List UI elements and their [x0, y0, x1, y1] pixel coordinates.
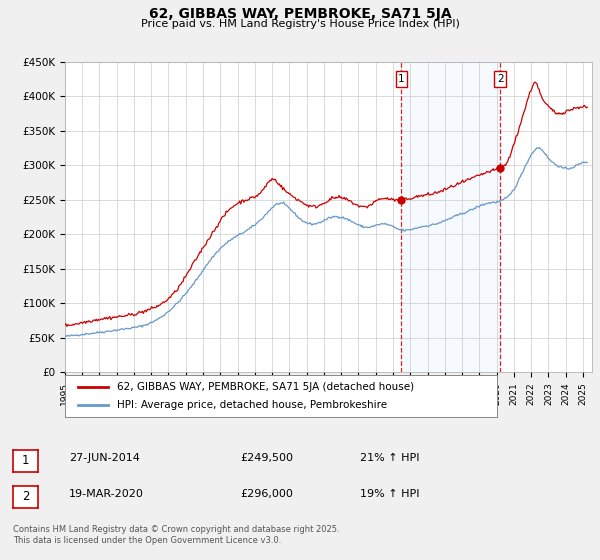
- Text: 2: 2: [22, 490, 29, 503]
- Text: 1: 1: [398, 74, 405, 84]
- Text: 1: 1: [22, 454, 29, 468]
- Text: 62, GIBBAS WAY, PEMBROKE, SA71 5JA: 62, GIBBAS WAY, PEMBROKE, SA71 5JA: [149, 7, 451, 21]
- Text: Price paid vs. HM Land Registry's House Price Index (HPI): Price paid vs. HM Land Registry's House …: [140, 19, 460, 29]
- Bar: [401, 62, 500, 372]
- Text: £249,500: £249,500: [240, 453, 293, 463]
- Text: 27-JUN-2014: 27-JUN-2014: [69, 453, 140, 463]
- Text: 2: 2: [497, 74, 504, 84]
- Text: Contains HM Land Registry data © Crown copyright and database right 2025.
This d: Contains HM Land Registry data © Crown c…: [13, 525, 340, 545]
- Text: 19% ↑ HPI: 19% ↑ HPI: [360, 489, 419, 499]
- Text: £296,000: £296,000: [240, 489, 293, 499]
- Text: HPI: Average price, detached house, Pembrokeshire: HPI: Average price, detached house, Pemb…: [116, 400, 387, 410]
- Text: 62, GIBBAS WAY, PEMBROKE, SA71 5JA (detached house): 62, GIBBAS WAY, PEMBROKE, SA71 5JA (deta…: [116, 382, 414, 392]
- Text: 19-MAR-2020: 19-MAR-2020: [69, 489, 144, 499]
- Text: 21% ↑ HPI: 21% ↑ HPI: [360, 453, 419, 463]
